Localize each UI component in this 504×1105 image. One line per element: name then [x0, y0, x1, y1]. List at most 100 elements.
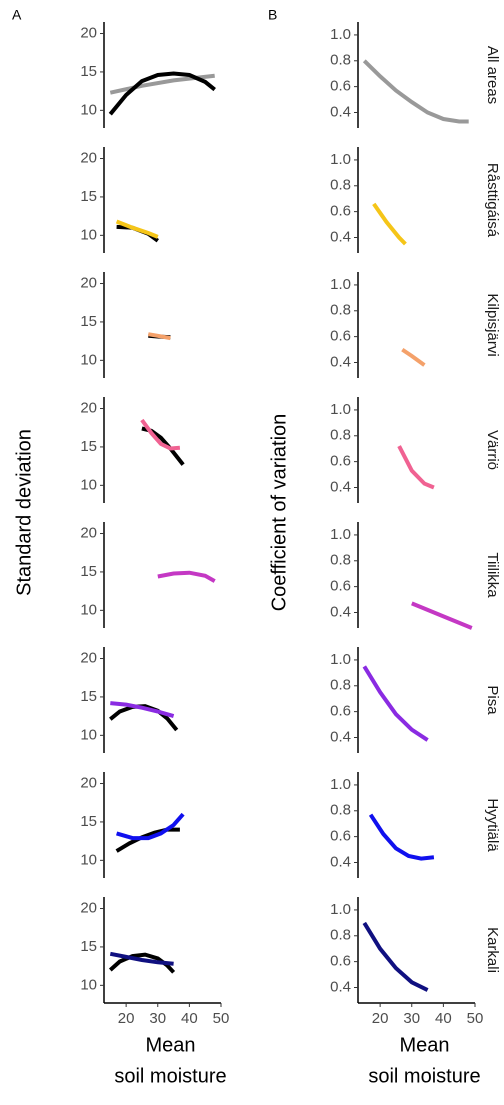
fit-line [157, 570, 216, 583]
y-tick-label: 15 [80, 438, 97, 455]
fit-line [372, 202, 407, 246]
y-tick-label: 0.6 [330, 78, 351, 95]
y-tick-label: 20 [80, 774, 97, 791]
x-axis-label: Mean [145, 1034, 195, 1056]
y-tick-label: 0.4 [330, 728, 351, 745]
y-tick-label: 20 [80, 399, 97, 416]
x-tick-label: 20 [372, 1010, 389, 1027]
y-tick-label: 1.0 [330, 151, 351, 168]
y-tick-label: 15 [80, 313, 97, 330]
y-tick-label: 0.6 [330, 828, 351, 845]
strip-label: Kilpisjärvi [484, 293, 501, 356]
x-tick-label: 40 [435, 1010, 452, 1027]
y-tick-label: 20 [80, 24, 97, 41]
strip-label: All areas [484, 46, 501, 104]
y-tick-label: 10 [80, 726, 97, 743]
x-axis-label: soil moisture [368, 1065, 480, 1087]
x-tick-label: 40 [181, 1010, 198, 1027]
y-tick-label: 0.6 [330, 953, 351, 970]
fit-line [147, 332, 171, 341]
y-axis-label: Standard deviation [13, 429, 35, 596]
y-tick-label: 0.8 [330, 802, 351, 819]
y-tick-label: 0.6 [330, 328, 351, 345]
fit-line [108, 71, 216, 116]
y-tick-label: 10 [80, 851, 97, 868]
x-tick-label: 50 [213, 1010, 230, 1027]
strip-label: Tiilikka [484, 552, 501, 598]
fit-line [109, 704, 179, 732]
fit-line [109, 951, 174, 966]
y-tick-label: 1.0 [330, 526, 351, 543]
y-tick-label: 0.4 [330, 478, 351, 495]
panel-letter: A [12, 7, 22, 23]
strip-label: Råsttigáisá [484, 163, 501, 238]
x-axis-label: soil moisture [114, 1065, 226, 1087]
y-tick-label: 15 [80, 688, 97, 705]
y-tick-label: 10 [80, 601, 97, 618]
y-tick-label: 0.6 [330, 453, 351, 470]
y-tick-label: 0.8 [330, 677, 351, 694]
fit-line [397, 445, 435, 490]
y-tick-label: 20 [80, 149, 97, 166]
y-tick-label: 0.8 [330, 302, 351, 319]
y-tick-label: 10 [80, 476, 97, 493]
strip-label: Värriö [484, 430, 501, 470]
fit-line [401, 347, 426, 367]
y-tick-label: 0.8 [330, 927, 351, 944]
x-tick-label: 30 [149, 1010, 166, 1027]
y-tick-label: 15 [80, 813, 97, 830]
y-tick-label: 0.4 [330, 603, 351, 620]
y-tick-label: 0.8 [330, 427, 351, 444]
y-tick-label: 20 [80, 899, 97, 916]
y-tick-label: 15 [80, 63, 97, 80]
y-tick-label: 10 [80, 351, 97, 368]
y-tick-label: 15 [80, 563, 97, 580]
y-tick-label: 10 [80, 976, 97, 993]
fit-line [116, 812, 185, 841]
x-axis-label: Mean [399, 1034, 449, 1056]
panel-letter: B [268, 7, 277, 23]
fit-line [368, 813, 435, 861]
y-tick-label: 0.4 [330, 103, 351, 120]
fit-line [115, 219, 159, 239]
y-tick-label: 1.0 [330, 901, 351, 918]
y-tick-label: 20 [80, 274, 97, 291]
x-tick-label: 30 [403, 1010, 420, 1027]
x-tick-label: 50 [467, 1010, 484, 1027]
fit-line [108, 952, 176, 974]
y-tick-label: 20 [80, 649, 97, 666]
x-tick-label: 20 [118, 1010, 135, 1027]
fit-line [362, 665, 429, 742]
y-tick-label: 1.0 [330, 26, 351, 43]
y-tick-label: 10 [80, 226, 97, 243]
y-tick-label: 0.6 [330, 703, 351, 720]
y-tick-label: 0.8 [330, 52, 351, 69]
strip-label: Pisa [484, 685, 501, 715]
y-tick-label: 15 [80, 938, 97, 955]
y-tick-label: 0.6 [330, 203, 351, 220]
y-tick-label: 1.0 [330, 276, 351, 293]
fit-line [140, 418, 181, 451]
fit-line [362, 59, 469, 124]
y-tick-label: 20 [80, 524, 97, 541]
y-tick-label: 0.8 [330, 552, 351, 569]
y-tick-label: 0.4 [330, 228, 351, 245]
fit-line [110, 701, 175, 719]
fit-line [411, 601, 473, 630]
y-tick-label: 1.0 [330, 651, 351, 668]
fit-line [115, 827, 180, 853]
fit-line [362, 921, 429, 992]
y-tick-label: 1.0 [330, 776, 351, 793]
y-tick-label: 15 [80, 188, 97, 205]
y-tick-label: 1.0 [330, 401, 351, 418]
strip-label: Karkali [484, 927, 501, 973]
y-tick-label: 0.6 [330, 578, 351, 595]
y-tick-label: 0.4 [330, 353, 351, 370]
y-tick-label: 0.4 [330, 853, 351, 870]
y-tick-label: 0.4 [330, 978, 351, 995]
y-tick-label: 10 [80, 101, 97, 118]
y-tick-label: 0.8 [330, 177, 351, 194]
strip-label: Hyytiälä [484, 798, 501, 852]
y-axis-label: Coefficient of variation [268, 414, 290, 612]
